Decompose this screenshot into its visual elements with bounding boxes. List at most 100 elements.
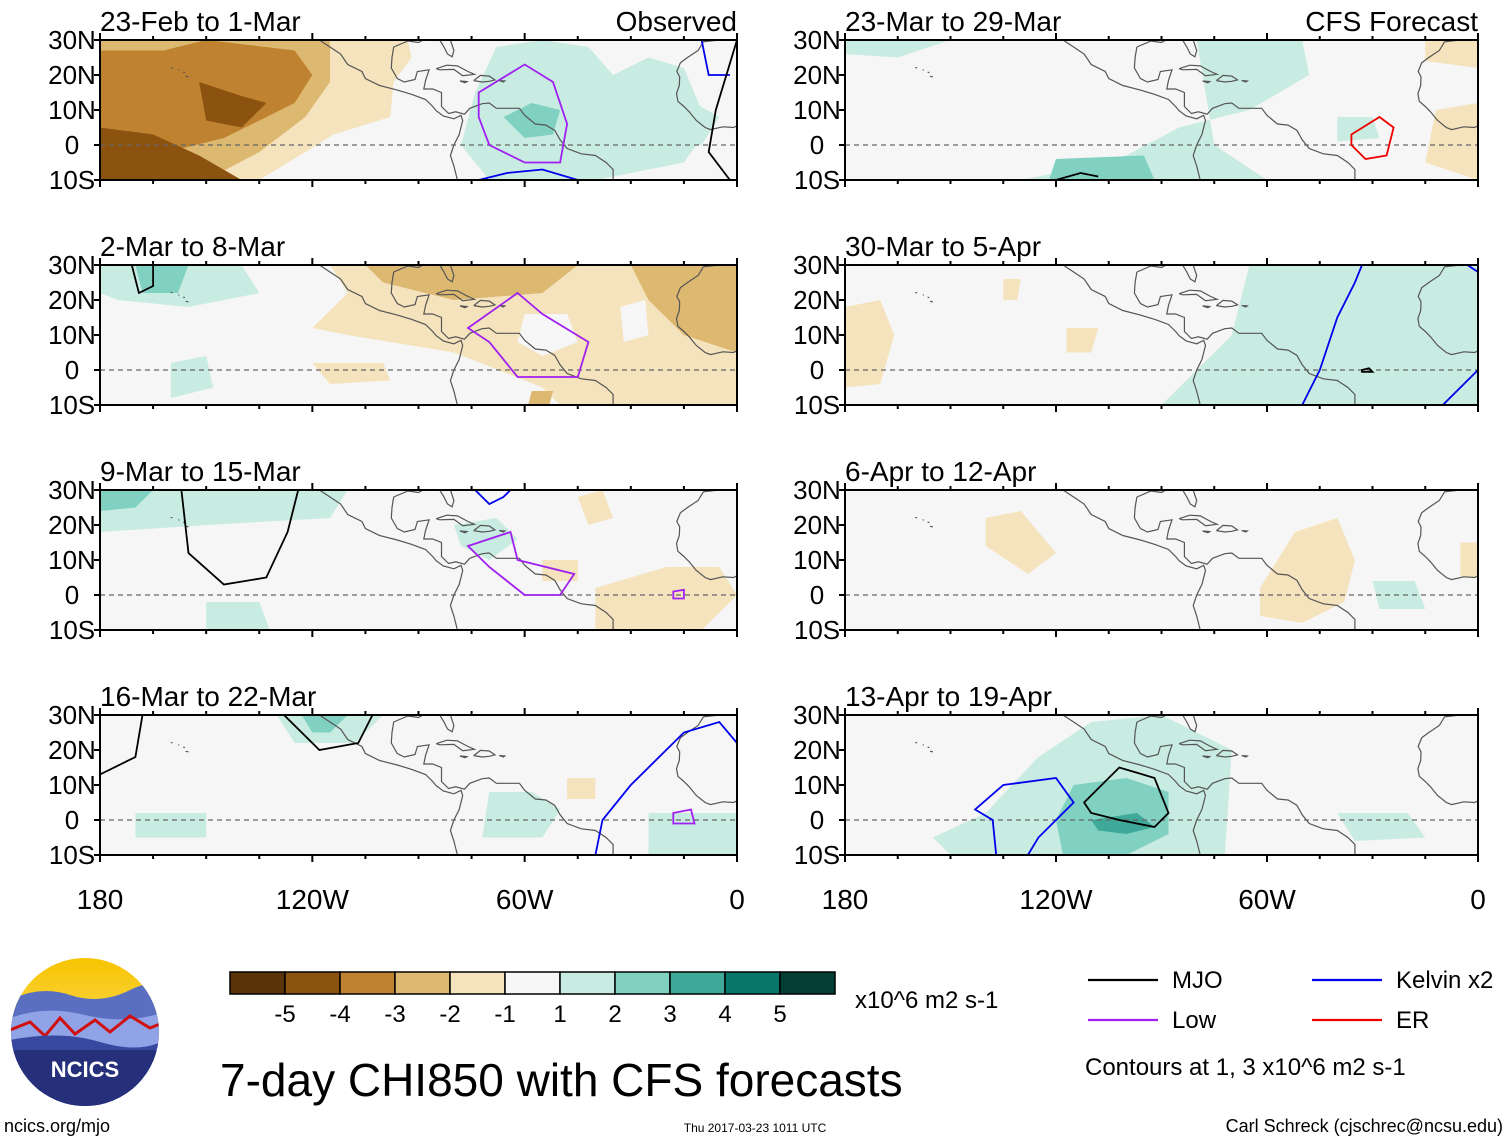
coastline xyxy=(1136,490,1198,508)
legend-label: Low xyxy=(1172,1007,1217,1034)
coastline xyxy=(319,265,464,405)
anomaly-shading xyxy=(528,391,553,405)
observed-label: Observed xyxy=(616,6,737,37)
coastline xyxy=(1136,265,1198,283)
coastline xyxy=(1202,755,1212,759)
anomaly-shading xyxy=(1091,813,1155,834)
lat-label: 30N xyxy=(793,475,841,505)
lat-label: 20N xyxy=(48,735,96,765)
anomaly-shading xyxy=(648,103,720,145)
lat-label: 10N xyxy=(48,320,96,350)
coastline xyxy=(436,64,477,77)
anomaly-shading xyxy=(1020,40,1310,180)
coastline xyxy=(473,524,497,533)
contour-line xyxy=(1350,115,1395,160)
coastline xyxy=(1417,715,1478,806)
contour-line xyxy=(130,265,154,295)
anomaly-shading xyxy=(199,82,267,128)
footer-right: Carl Schreck (cjschrec@ncsu.edu) xyxy=(1226,1116,1503,1136)
contour-line xyxy=(707,40,737,180)
contour-legend: MJO Low Kelvin x2 ER xyxy=(1088,967,1493,1034)
coastline xyxy=(393,265,455,283)
coastline xyxy=(499,755,507,758)
panel-plot-area xyxy=(100,715,737,855)
anomaly-shading xyxy=(365,265,578,300)
panel-title: 23-Feb to 1-Mar xyxy=(100,6,301,37)
legend-label: MJO xyxy=(1172,967,1223,994)
map-panel-o4: 30N 20N 10N 0 10S 16-Mar to 22-Mar 180 120W 60W 0 xyxy=(48,681,745,915)
legend-label: ER xyxy=(1396,1007,1429,1034)
contour-line xyxy=(466,530,576,596)
map-panel-o2: 30N 20N 10N 0 10S 2-Mar to 8-Mar xyxy=(48,231,738,420)
anomaly-shading xyxy=(100,490,348,532)
lon-label: 120W xyxy=(1019,884,1093,915)
coastline xyxy=(1062,265,1207,405)
anomaly-shading xyxy=(567,778,596,799)
contour-line xyxy=(973,777,1075,855)
colorbar-swatch xyxy=(504,971,561,995)
lat-label: 10S xyxy=(49,615,95,645)
anomaly-shading xyxy=(1260,518,1355,623)
contour-line xyxy=(474,490,512,506)
colorbar-label: -3 xyxy=(384,1001,405,1028)
map-panel-f2: 30N 20N 10N 0 10S 30-Mar to 5-Apr xyxy=(793,231,1479,420)
lat-label: 10N xyxy=(793,545,841,575)
panel-plot-area xyxy=(100,265,737,405)
coastline xyxy=(319,715,464,855)
lat-label: 10S xyxy=(794,390,840,420)
coastline xyxy=(436,289,477,302)
lat-label: 30N xyxy=(793,700,841,730)
panel-plot-area xyxy=(845,265,1478,405)
coastline xyxy=(1241,305,1249,308)
anomaly-shading xyxy=(1056,778,1169,855)
lat-label: 10S xyxy=(49,165,95,195)
coastline xyxy=(1216,524,1239,533)
colorbar-label: -2 xyxy=(439,1001,460,1028)
colorbar-swatch xyxy=(394,971,451,995)
lat-label: 10N xyxy=(793,320,841,350)
footer-timestamp: Thu 2017-03-23 1011 UTC xyxy=(684,1121,827,1135)
lon-label: 0 xyxy=(729,884,745,915)
colorbar-label: 5 xyxy=(773,1001,786,1028)
colorbar: -5 -4 -3 -2 -1 1 2 3 4 5 xyxy=(229,971,836,1028)
legend-label: Kelvin x2 xyxy=(1396,967,1493,994)
anomaly-shading xyxy=(648,813,737,855)
lat-label: 10N xyxy=(48,545,96,575)
lat-label: 10N xyxy=(793,95,841,125)
colorbar-swatch xyxy=(669,971,726,995)
contour-line xyxy=(700,40,730,76)
coastline xyxy=(499,530,507,533)
coastline xyxy=(1062,40,1207,180)
contour-line xyxy=(180,490,300,586)
coastline xyxy=(390,271,614,405)
colorbar-label: -5 xyxy=(274,1001,295,1028)
panel-plot-area xyxy=(845,490,1478,630)
coastline xyxy=(1178,514,1220,527)
coastline xyxy=(1417,490,1478,581)
coastline xyxy=(499,80,507,83)
coastline xyxy=(1241,755,1250,758)
coastline xyxy=(1202,80,1212,84)
panel-title: 13-Apr to 19-Apr xyxy=(845,681,1052,712)
panel-title: 6-Apr to 12-Apr xyxy=(845,456,1036,487)
coastline xyxy=(1178,64,1220,77)
coastline xyxy=(459,80,469,84)
footer-left[interactable]: ncics.org/mjo xyxy=(4,1116,110,1136)
coastline xyxy=(1216,749,1239,758)
colorbar-label: 3 xyxy=(663,1001,676,1028)
contour-line xyxy=(477,63,569,164)
lat-label: 0 xyxy=(810,805,824,835)
anomaly-shading xyxy=(985,511,1056,574)
lat-label: 20N xyxy=(793,285,841,315)
coastline xyxy=(473,299,497,308)
lat-label: 20N xyxy=(48,510,96,540)
coastline xyxy=(473,749,497,758)
contour-line xyxy=(672,588,685,600)
panel-title: 2-Mar to 8-Mar xyxy=(100,231,285,262)
ncics-logo: NCICS xyxy=(11,958,159,1106)
coastline xyxy=(1136,40,1198,58)
lat-label: 10S xyxy=(794,165,840,195)
coastline xyxy=(393,715,455,733)
coastline xyxy=(390,46,614,180)
